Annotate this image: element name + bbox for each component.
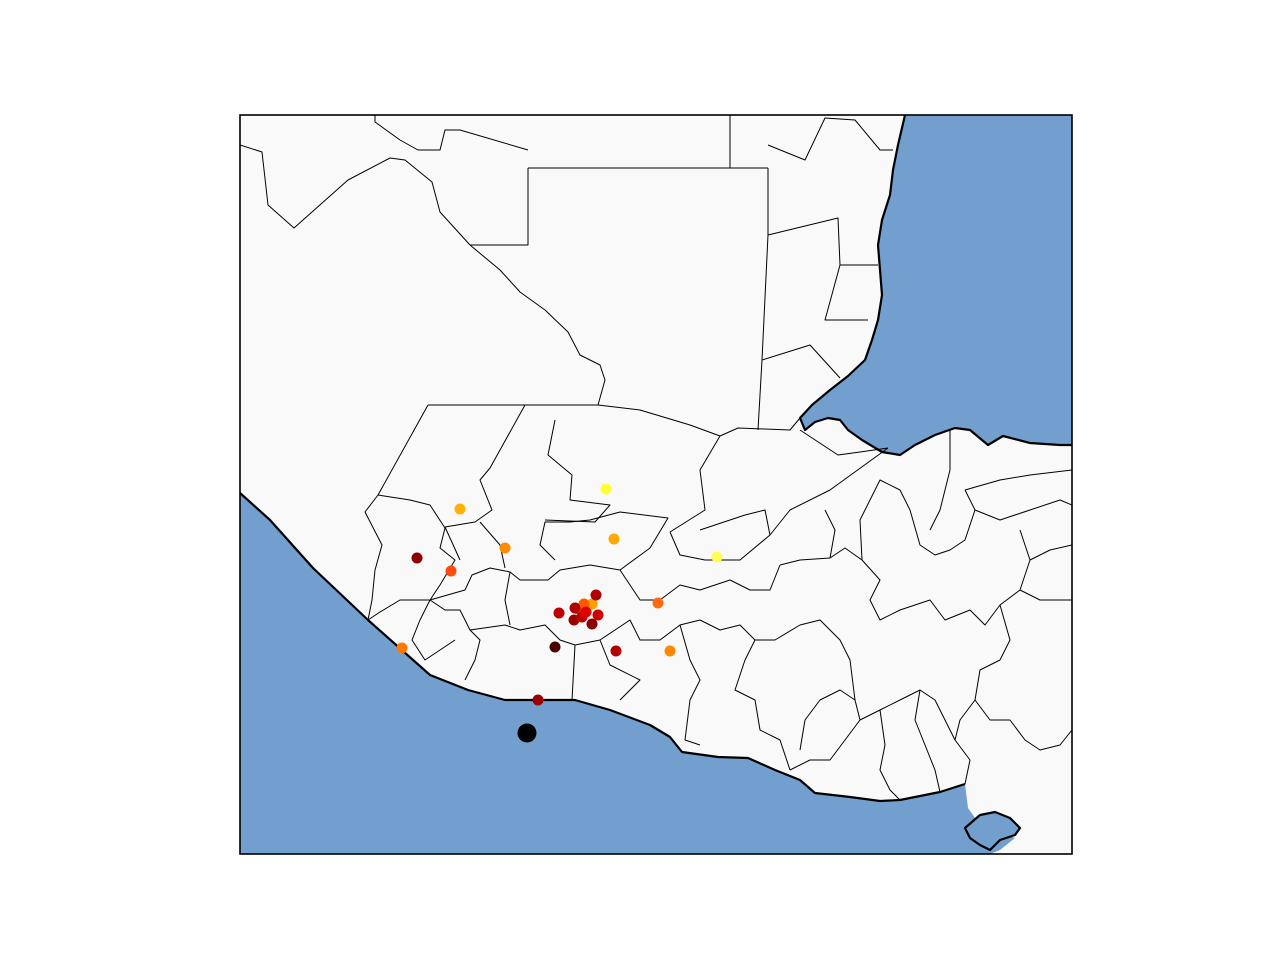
- pacific-coastline: [240, 492, 966, 803]
- border-honduras-inner: [964, 469, 1072, 601]
- gulf-of-fonseca: [965, 812, 1020, 850]
- map-point: [411, 552, 423, 564]
- map-point: [517, 723, 537, 743]
- map-point: [600, 483, 612, 495]
- caribbean-sea: [800, 115, 1072, 455]
- map-point: [569, 602, 581, 614]
- map-point: [445, 565, 457, 577]
- border-departments-south-central: [574, 564, 791, 771]
- map-point: [586, 618, 598, 630]
- border-peten: [428, 168, 769, 431]
- points-layer: [396, 483, 723, 743]
- map-point: [553, 607, 565, 619]
- map-point: [652, 597, 664, 609]
- administrative-borders: [240, 115, 1072, 801]
- map-point: [610, 645, 622, 657]
- caribbean-coastline: [798, 115, 1072, 457]
- map-point: [396, 642, 408, 654]
- map-point: [590, 589, 602, 601]
- map-point: [499, 542, 511, 554]
- border-departments-central: [377, 494, 771, 601]
- border-belize: [761, 117, 893, 379]
- map-point: [664, 645, 676, 657]
- map-point: [549, 641, 561, 653]
- border-departments-south-west: [367, 571, 576, 701]
- pacific-ocean: [240, 493, 1015, 854]
- map-point: [580, 606, 592, 618]
- map-point: [454, 503, 466, 515]
- map-point: [592, 609, 604, 621]
- map-area: [240, 115, 1072, 854]
- map-point: [711, 551, 723, 563]
- fonseca-coastline: [963, 810, 1022, 852]
- map-point: [532, 694, 544, 706]
- border-mexico-guatemala-north: [240, 115, 768, 246]
- map-point: [608, 533, 620, 545]
- map-frame: [239, 114, 1073, 855]
- border-departments-north: [444, 404, 889, 536]
- border-departments-east: [779, 430, 1072, 751]
- map-point: [586, 598, 598, 610]
- border-departments-southeast: [755, 619, 976, 801]
